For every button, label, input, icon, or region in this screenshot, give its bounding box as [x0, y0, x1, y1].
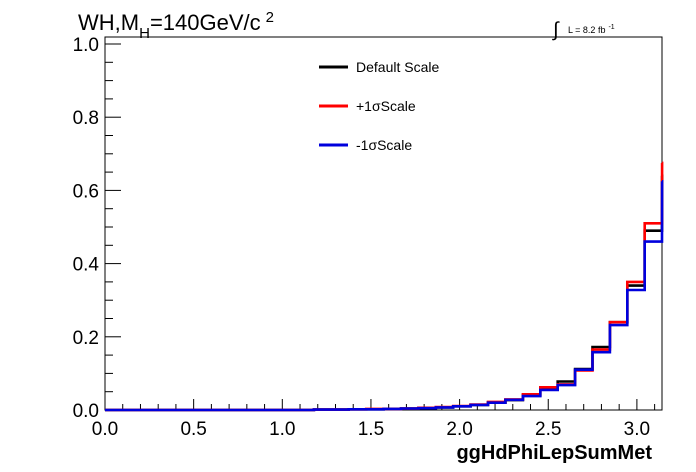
x-tick-label: 2.0 — [446, 419, 472, 440]
series-line-0 — [105, 174, 664, 412]
x-axis-label: ggHdPhiLepSumMet — [456, 442, 652, 464]
x-tick-label: 1.5 — [358, 419, 384, 440]
series-layer — [105, 161, 664, 412]
series-line-1 — [105, 161, 664, 412]
y-tick-label: 0.6 — [73, 181, 99, 202]
title-rest: =140GeV/c — [150, 10, 261, 35]
y-tick-label: 1.0 — [73, 35, 99, 56]
x-tick-label: 1.0 — [269, 419, 295, 440]
title-subscript: H — [139, 25, 150, 42]
plot-frame — [104, 36, 663, 411]
x-tick-label: 0.0 — [92, 419, 118, 440]
y-axis: 0.0 0.2 0.4 0.6 0.8 1.0 — [73, 35, 121, 422]
x-tick-label: 3.0 — [624, 419, 650, 440]
y-tick-label: 0.2 — [73, 328, 99, 349]
lumi-superscript: -1 — [608, 24, 614, 31]
title-main: WH,M — [78, 10, 139, 35]
lumi-integral-symbol: ∫ — [552, 19, 560, 41]
legend-label-2: -1σScale — [356, 137, 412, 153]
x-axis: 0.0 0.5 1.0 1.5 2.0 2.5 3.0 — [92, 399, 656, 440]
series-line-2 — [105, 180, 664, 412]
title-superscript: 2 — [266, 9, 274, 26]
legend-label-0: Default Scale — [356, 59, 439, 75]
legend: Default Scale +1σScale -1σScale — [319, 59, 439, 153]
chart-title: WH,MH=140GeV/c 2 — [78, 9, 274, 42]
x-tick-label: 0.5 — [180, 419, 206, 440]
y-tick-label: 0.0 — [73, 401, 99, 422]
legend-label-1: +1σScale — [356, 98, 416, 114]
lumi-text: L = 8.2 fb — [568, 25, 605, 35]
lumi-label: L = 8.2 fb -1 — [568, 24, 615, 35]
y-tick-label: 0.4 — [73, 255, 100, 276]
x-tick-label: 2.5 — [535, 419, 561, 440]
y-tick-label: 0.8 — [73, 108, 99, 129]
